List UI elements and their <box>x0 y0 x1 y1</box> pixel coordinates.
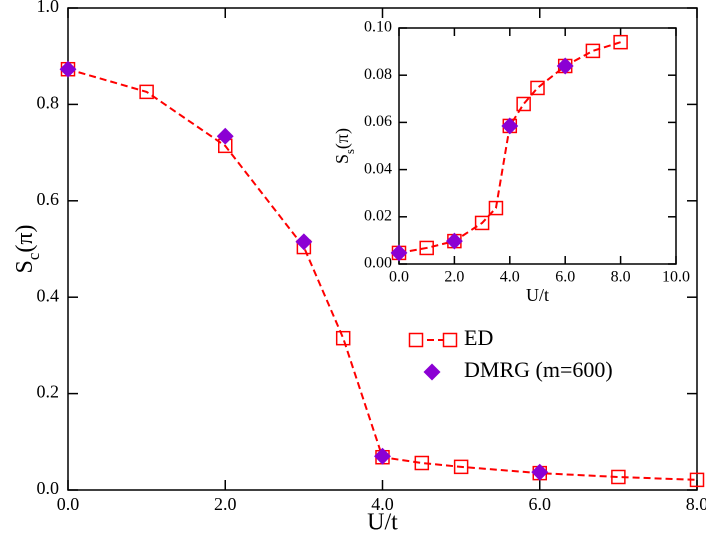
ed-marker <box>414 455 430 471</box>
ed-marker <box>530 80 545 96</box>
y-axis-label-part: S <box>12 260 38 273</box>
y-axis-label-part: (π) <box>332 128 353 149</box>
y-tick-label: 0.04 <box>364 160 392 177</box>
dmrg-marker <box>556 57 574 75</box>
y-axis-label-part: c <box>24 253 43 260</box>
y-axis-label-part: S <box>332 154 352 164</box>
dmrg-marker <box>501 117 519 135</box>
y-axis-label: Ss(π) <box>332 128 357 164</box>
x-tick-label: 4.0 <box>371 494 394 514</box>
x-tick-label: 4.0 <box>500 269 520 286</box>
ed-marker <box>613 34 628 50</box>
x-tick-label: 2.0 <box>444 269 464 286</box>
y-tick-label: 0.00 <box>364 255 392 272</box>
dmrg-marker <box>445 232 463 250</box>
x-tick-label: 0.0 <box>57 494 80 514</box>
y-axis-label: Sc(π) <box>12 225 44 274</box>
legend-marker <box>408 332 424 348</box>
x-tick-label: 10.0 <box>662 269 690 286</box>
y-tick-label: 0.6 <box>37 189 60 209</box>
x-axis-label: U/t <box>367 510 398 536</box>
y-tick-label: 0.2 <box>37 382 60 402</box>
x-tick-label: 8.0 <box>686 494 706 514</box>
legend-label: DMRG (m=600) <box>464 357 613 382</box>
legend-marker <box>442 332 458 348</box>
y-tick-label: 0.4 <box>37 285 60 305</box>
x-tick-label: 6.0 <box>555 269 575 286</box>
ed-marker <box>453 459 469 475</box>
y-tick-label: 1.0 <box>37 0 60 16</box>
dmrg-marker <box>216 127 234 145</box>
y-axis-label-part: (π) <box>12 225 38 253</box>
ed-marker <box>585 43 601 59</box>
ed-marker <box>419 240 434 256</box>
dmrg-marker <box>390 244 408 262</box>
y-tick-label: 0.0 <box>37 478 60 498</box>
legend-label: ED <box>464 325 493 350</box>
plot-area <box>398 27 677 265</box>
y-tick-label: 0.08 <box>364 66 392 83</box>
x-tick-label: 8.0 <box>611 269 631 286</box>
ed-marker <box>689 472 705 488</box>
legend-marker <box>423 363 441 381</box>
x-tick-label: 2.0 <box>214 494 237 514</box>
y-tick-label: 0.02 <box>364 207 392 224</box>
x-tick-label: 6.0 <box>529 494 552 514</box>
ed-marker <box>611 469 626 485</box>
dmrg-marker <box>531 463 549 481</box>
ed-marker <box>516 96 531 112</box>
y-tick-label: 0.8 <box>37 93 60 113</box>
x-tick-label: 0.0 <box>389 269 409 286</box>
ed-marker <box>488 200 504 216</box>
dmrg-marker <box>59 60 77 78</box>
dmrg-marker <box>374 447 391 465</box>
ed-marker <box>474 215 490 231</box>
y-tick-label: 0.10 <box>364 19 392 36</box>
ed-marker <box>335 330 351 346</box>
dmrg-marker <box>295 233 313 251</box>
x-axis-label: U/t <box>526 285 549 305</box>
y-tick-label: 0.06 <box>364 113 392 130</box>
y-axis-label-part: s <box>343 149 357 154</box>
ed-marker <box>139 84 154 100</box>
